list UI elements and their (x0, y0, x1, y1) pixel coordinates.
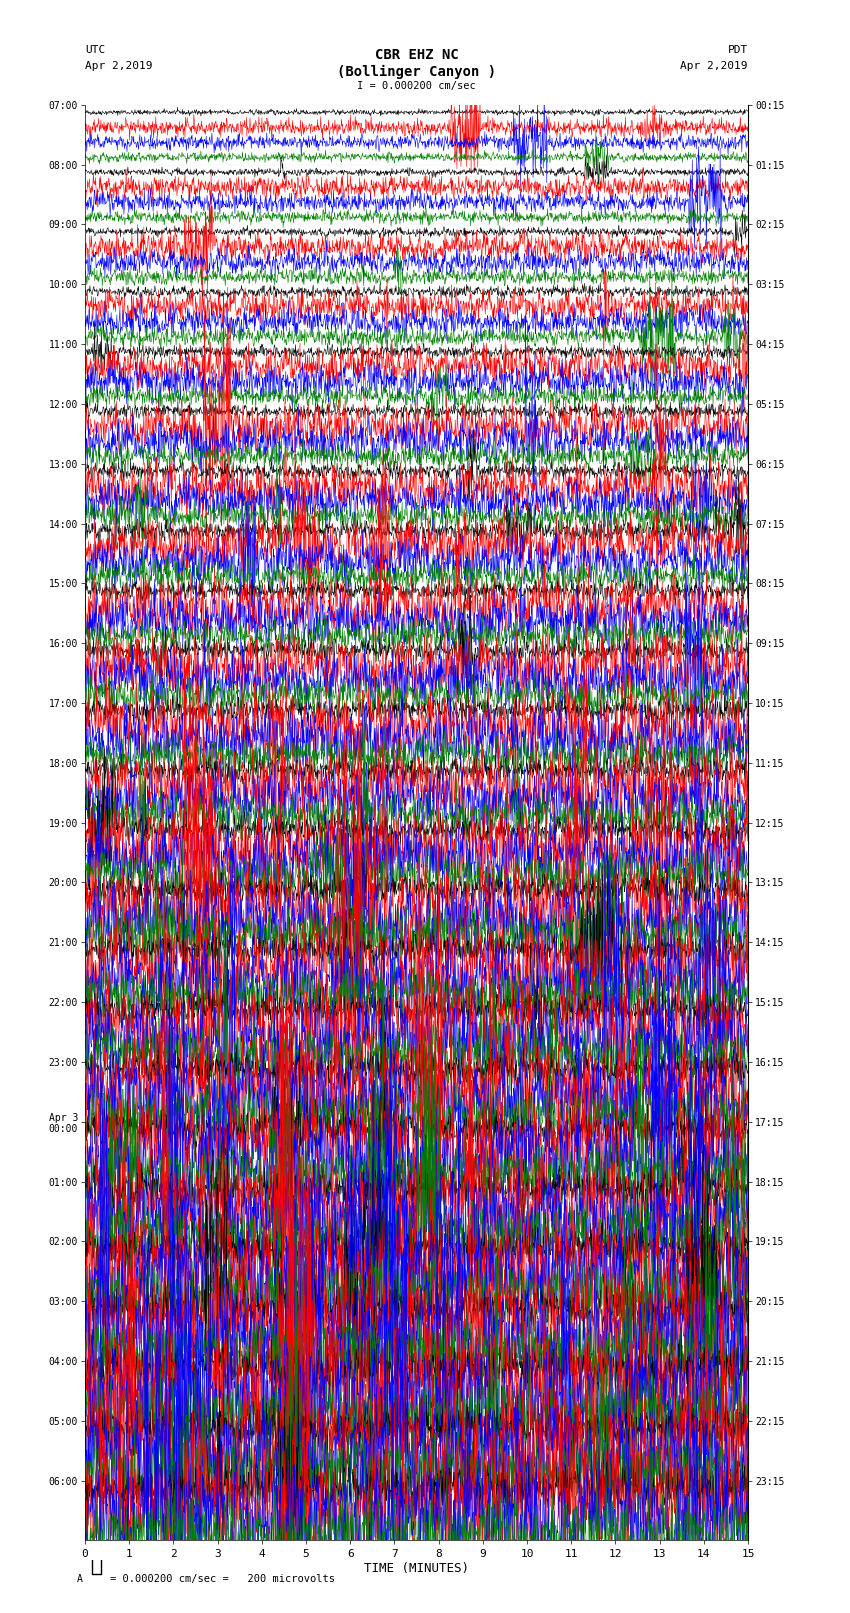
Text: PDT: PDT (728, 45, 748, 55)
Text: Apr 2,2019: Apr 2,2019 (681, 61, 748, 71)
Text: I = 0.000200 cm/sec: I = 0.000200 cm/sec (357, 81, 476, 90)
Text: (Bollinger Canyon ): (Bollinger Canyon ) (337, 65, 496, 79)
Text: A: A (76, 1574, 82, 1584)
Text: CBR EHZ NC: CBR EHZ NC (375, 48, 458, 63)
X-axis label: TIME (MINUTES): TIME (MINUTES) (364, 1563, 469, 1576)
Text: Apr 2,2019: Apr 2,2019 (85, 61, 152, 71)
Text: UTC: UTC (85, 45, 105, 55)
Text: = 0.000200 cm/sec =   200 microvolts: = 0.000200 cm/sec = 200 microvolts (110, 1574, 336, 1584)
